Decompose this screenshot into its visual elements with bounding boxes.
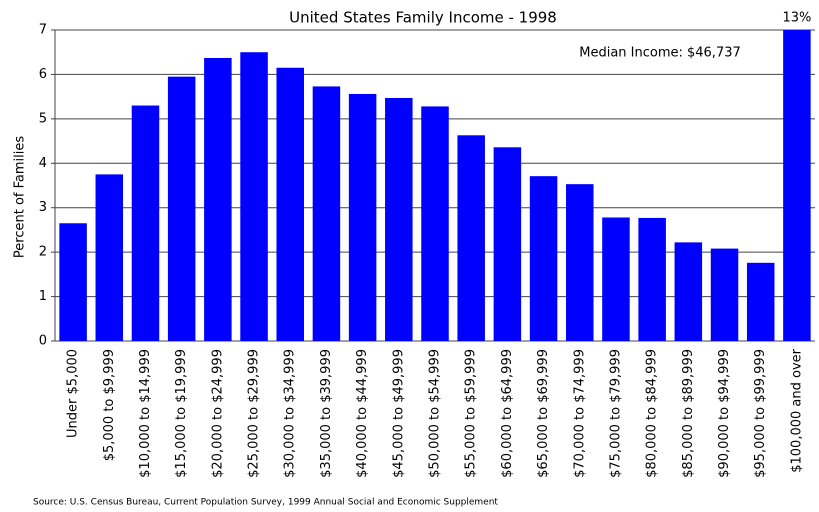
x-tick-label: $55,000 to $59,999 bbox=[464, 349, 479, 478]
bar bbox=[348, 93, 377, 341]
y-tick-label: 5 bbox=[39, 111, 47, 126]
bar bbox=[312, 86, 341, 341]
bar bbox=[638, 217, 666, 341]
x-tick-label: $5,000 to $9,999 bbox=[102, 349, 117, 461]
x-tick-label: $95,000 to $99,999 bbox=[753, 349, 768, 478]
y-tick-label: 3 bbox=[39, 200, 47, 215]
bar bbox=[167, 76, 196, 341]
bar bbox=[674, 242, 703, 341]
x-tick-label: $50,000 to $54,999 bbox=[428, 349, 443, 478]
x-tick-label: $90,000 to $94,999 bbox=[717, 349, 732, 478]
y-tick-label: 6 bbox=[39, 67, 47, 82]
x-tick-label: $30,000 to $34,999 bbox=[283, 349, 298, 478]
x-tick-label: $75,000 to $79,999 bbox=[608, 349, 623, 478]
bar bbox=[566, 184, 594, 341]
x-tick-label: $85,000 to $89,999 bbox=[681, 349, 696, 478]
value-label: 13% bbox=[782, 11, 811, 26]
x-tick-label: Under $5,000 bbox=[66, 349, 81, 438]
x-tick-label: $45,000 to $49,999 bbox=[391, 349, 406, 478]
labels: 0 1 2 3 4 5 6 7 Under $5,000 $5,000 to $9,999 $10,… bbox=[39, 11, 812, 478]
bar bbox=[493, 147, 522, 341]
x-tick-label: $40,000 to $44,999 bbox=[355, 349, 370, 478]
x-tick-label: $20,000 to $24,999 bbox=[210, 349, 225, 478]
bar bbox=[240, 52, 268, 341]
y-tick-label: 2 bbox=[39, 245, 47, 260]
x-tick-label: $65,000 to $69,999 bbox=[536, 349, 551, 478]
x-tick-label: $60,000 to $64,999 bbox=[500, 349, 515, 478]
bar bbox=[421, 106, 449, 341]
bars bbox=[59, 30, 811, 341]
x-tick-label: $35,000 to $39,999 bbox=[319, 349, 334, 478]
bar bbox=[95, 174, 124, 341]
bar bbox=[457, 135, 485, 341]
bar bbox=[131, 105, 160, 341]
bar bbox=[385, 97, 413, 341]
bar bbox=[710, 248, 739, 341]
y-tick-label: 4 bbox=[39, 156, 47, 171]
y-axis-label: Percent of Families bbox=[13, 136, 28, 258]
y-tick-label: 7 bbox=[39, 23, 47, 38]
chart-title: United States Family Income - 1998 bbox=[289, 9, 557, 27]
source-note: Source: U.S. Census Bureau, Current Popu… bbox=[33, 498, 498, 508]
x-tick-label: $70,000 to $74,999 bbox=[572, 349, 587, 478]
x-tick-label: $15,000 to $19,999 bbox=[174, 349, 189, 478]
x-tick-label: $80,000 to $84,999 bbox=[645, 349, 660, 478]
bar bbox=[59, 223, 87, 341]
annotation: Median Income: $46,737 bbox=[579, 46, 741, 61]
y-tick-label: 0 bbox=[39, 334, 47, 349]
bar bbox=[529, 176, 558, 341]
bar bbox=[783, 30, 811, 341]
bar bbox=[746, 262, 775, 341]
x-tick-label: $100,000 and over bbox=[789, 348, 804, 472]
bar bbox=[602, 217, 630, 341]
x-tick-label: $25,000 to $29,999 bbox=[247, 349, 262, 478]
y-tick-label: 1 bbox=[39, 289, 47, 304]
bar bbox=[204, 57, 232, 341]
bar bbox=[276, 67, 304, 341]
x-tick-label: $10,000 to $14,999 bbox=[138, 349, 153, 478]
